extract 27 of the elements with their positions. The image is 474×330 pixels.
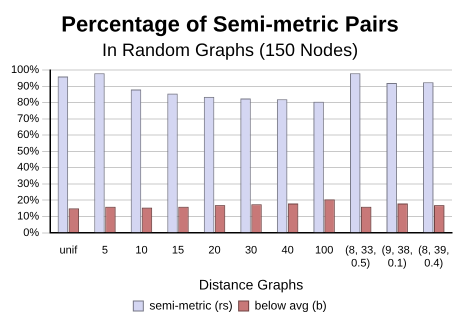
chart-subtitle: In Random Graphs (150 Nodes) xyxy=(102,40,358,60)
y-tick-label: 60% xyxy=(17,129,40,142)
y-tick-label: 100% xyxy=(10,64,40,76)
y-tick-label: 70% xyxy=(17,112,40,125)
legend-label: below avg (b) xyxy=(254,298,327,312)
chart-title: Percentage of Semi-metric Pairs xyxy=(61,11,399,36)
x-tick-label: (8, 33, 0.5) xyxy=(345,244,376,270)
y-tick-label: 50% xyxy=(17,145,40,158)
y-tick-label: 10% xyxy=(17,210,40,223)
y-tick-label: 30% xyxy=(17,178,40,190)
y-tick-label: 40% xyxy=(17,162,40,174)
x-tick-label: (8, 39, 0.4) xyxy=(418,244,450,270)
y-tick-label: 0% xyxy=(23,226,40,239)
x-tick-label: unif xyxy=(60,244,78,256)
x-tick-label: 15 xyxy=(172,244,184,256)
x-tick-label: (9, 38, 0.1) xyxy=(382,244,413,270)
y-tick-label: 90% xyxy=(17,80,40,92)
x-tick-label: 100 xyxy=(314,244,334,256)
y-tick-label: 80% xyxy=(17,96,40,109)
legend-label: semi-metric (rs) xyxy=(149,298,233,312)
y-tick-label: 20% xyxy=(17,194,40,206)
x-tick-label: 30 xyxy=(244,244,258,256)
x-tick-label: 20 xyxy=(208,244,221,256)
x-tick-label: 10 xyxy=(135,244,148,256)
x-axis-title: Distance Graphs xyxy=(198,276,304,292)
x-tick-label: 5 xyxy=(102,244,108,256)
x-tick-label: 40 xyxy=(281,244,294,256)
